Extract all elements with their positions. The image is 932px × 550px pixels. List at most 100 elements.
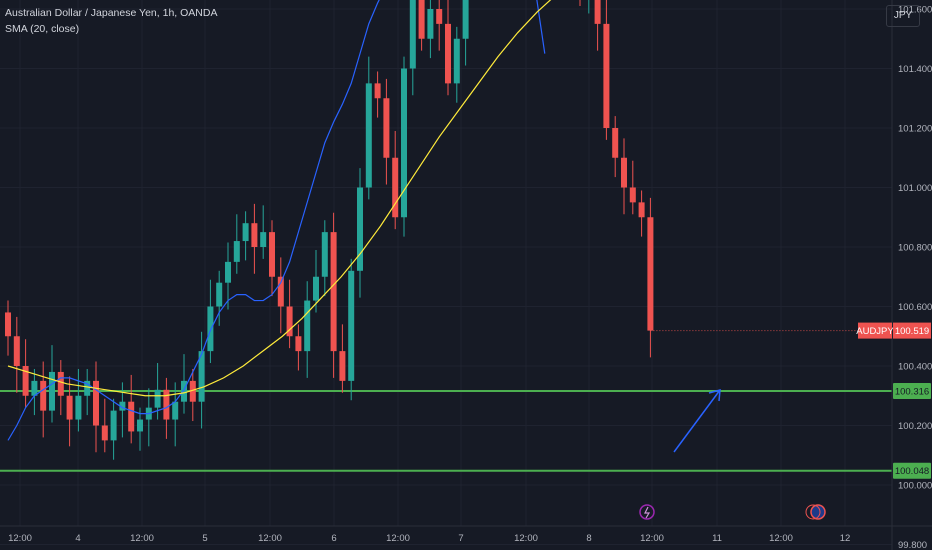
candle-body [154, 389, 161, 408]
candle-body [436, 9, 443, 24]
level-tag-bg [893, 382, 931, 399]
sma-slow-line [7, 0, 552, 397]
candle-body [13, 336, 20, 366]
price-tags: 100.316 100.048 AUDJPY 100.519 [856, 322, 931, 479]
trend-arrow [673, 388, 721, 453]
y-tick-label: 100.000 [898, 481, 932, 492]
indicator-label[interactable]: SMA (20, close) [5, 23, 80, 35]
candle-body [357, 187, 363, 271]
candle-body [233, 241, 240, 262]
x-tick-label: 12 [840, 533, 851, 544]
candle-body [5, 312, 11, 337]
level-tag-value: 100.048 [895, 466, 929, 477]
candle-body [348, 270, 355, 381]
candle-body [128, 401, 135, 432]
event-markers [639, 504, 826, 520]
candle-body [269, 232, 275, 277]
candle-body [383, 98, 390, 158]
candle-body [40, 380, 47, 411]
candle-body [286, 306, 293, 337]
x-tick-label: 12:00 [769, 533, 793, 544]
candle-body [612, 128, 619, 158]
candle-body [462, 0, 469, 39]
y-tick-label: 100.600 [898, 302, 932, 313]
price-axis: 102.400102.200102.000101.800101.600101.4… [898, 5, 932, 550]
lightning-icon [639, 504, 655, 520]
candle-body [418, 0, 425, 39]
candle-body [295, 336, 302, 352]
symbol-tag-bg [858, 322, 892, 339]
y-tick-label: 101.400 [898, 64, 932, 75]
candle-body [392, 157, 399, 218]
economic-event-icon-2 [805, 504, 821, 520]
candle-body [304, 300, 311, 352]
level-tag-value: 100.316 [895, 386, 929, 397]
sma20-line [7, 0, 546, 441]
candle-body [647, 217, 654, 331]
candle-body [216, 282, 223, 307]
candle-body [321, 232, 328, 277]
x-tick-label: 12:00 [386, 533, 410, 544]
candle-body [93, 380, 99, 426]
x-tick-label: 4 [75, 533, 80, 544]
candle-body [330, 232, 337, 352]
x-tick-label: 5 [202, 533, 207, 544]
y-tick-label: 100.400 [898, 362, 932, 373]
y-tick-label: 101.600 [898, 5, 932, 16]
x-tick-label: 12:00 [130, 533, 154, 544]
candle-body [427, 9, 434, 39]
y-tick-label: 99.800 [898, 540, 927, 550]
x-tick-label: 12:00 [514, 533, 538, 544]
candle-body [22, 366, 29, 396]
economic-event-icon [810, 504, 826, 520]
candle-body [172, 401, 179, 420]
last-price-tag-bg [893, 322, 931, 339]
candle-body [365, 83, 372, 188]
candle-body [453, 38, 460, 84]
arrow-head [708, 388, 721, 402]
y-tick-label: 100.200 [898, 421, 932, 432]
candle-body [277, 276, 284, 307]
candle-body [251, 223, 258, 247]
candle-body [49, 371, 55, 411]
chart-header: Australian Dollar / Japanese Yen, 1h, OA… [5, 5, 217, 37]
x-tick-label: 7 [458, 533, 463, 544]
candle-body [66, 395, 73, 420]
candle-body [84, 380, 91, 396]
candle-body [207, 306, 214, 352]
candle-body [409, 0, 416, 69]
candle-body [339, 351, 346, 381]
currency-button[interactable]: JPY [886, 5, 920, 27]
candle-body [225, 261, 231, 283]
moving-averages [7, 0, 552, 441]
candle-body [445, 23, 451, 84]
candle-body [401, 68, 407, 218]
candle-body [31, 380, 38, 396]
candle-body [638, 202, 645, 218]
candle-body [629, 187, 636, 203]
candle-body [57, 371, 64, 396]
candle-body [75, 395, 82, 420]
x-tick-label: 12:00 [8, 533, 32, 544]
symbol-title[interactable]: Australian Dollar / Japanese Yen, 1h, OA… [5, 7, 218, 19]
candle-body [621, 157, 627, 188]
y-tick-label: 101.200 [898, 124, 932, 135]
candles [5, 0, 892, 460]
candle-body [198, 351, 205, 402]
x-tick-label: 8 [586, 533, 591, 544]
grid [0, 0, 892, 545]
candle-body [189, 380, 196, 402]
candle-body [101, 425, 108, 441]
candle-body [163, 389, 170, 420]
candle-body [110, 410, 117, 441]
candle-body [603, 23, 610, 128]
symbol-tag: AUDJPY [856, 326, 894, 337]
x-tick-label: 12:00 [640, 533, 664, 544]
x-tick-label: 6 [331, 533, 336, 544]
x-tick-label: 12:00 [258, 533, 282, 544]
time-axis: 12:00 4 12:00 5 12:00 6 12:00 7 12:00 8 12:00 11 12:… [8, 533, 850, 544]
candle-body [242, 223, 249, 242]
y-tick-label: 100.800 [898, 243, 932, 254]
x-tick-label: 11 [712, 533, 722, 544]
